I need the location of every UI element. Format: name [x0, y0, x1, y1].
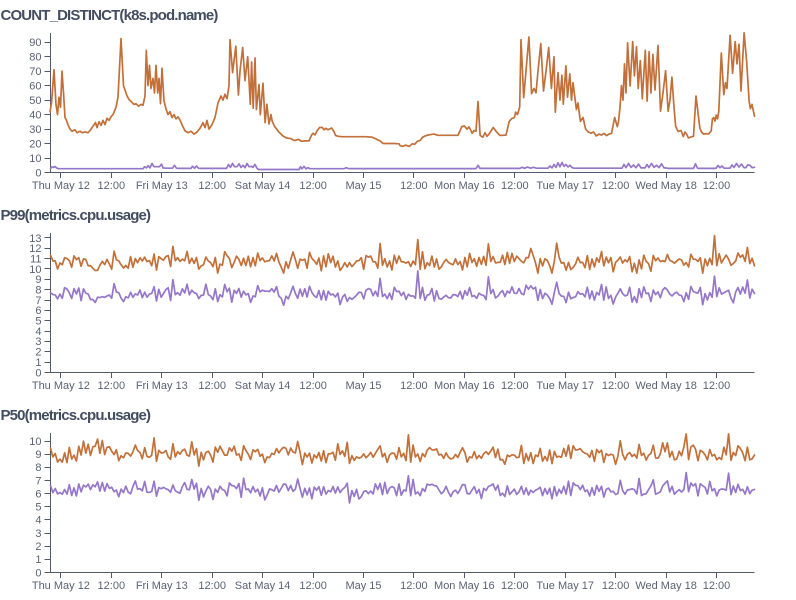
svg-text:0: 0 — [35, 567, 41, 579]
svg-text:12:00: 12:00 — [98, 180, 126, 192]
svg-text:May 15: May 15 — [345, 380, 381, 392]
svg-text:4: 4 — [35, 515, 41, 527]
svg-text:1: 1 — [35, 554, 41, 566]
svg-text:12:00: 12:00 — [501, 580, 529, 592]
svg-text:11: 11 — [30, 254, 41, 266]
svg-text:0: 0 — [35, 367, 41, 379]
svg-text:30: 30 — [29, 124, 41, 136]
svg-text:12:00: 12:00 — [501, 380, 529, 392]
svg-text:Thu May 12: Thu May 12 — [32, 380, 90, 392]
svg-text:12: 12 — [29, 243, 41, 255]
svg-text:5: 5 — [35, 502, 41, 514]
svg-text:12:00: 12:00 — [299, 580, 327, 592]
svg-text:2: 2 — [35, 541, 41, 553]
svg-text:12:00: 12:00 — [602, 180, 630, 192]
svg-text:8: 8 — [35, 285, 41, 297]
svg-text:Fri May 13: Fri May 13 — [136, 380, 188, 392]
svg-text:Thu May 12: Thu May 12 — [32, 580, 90, 592]
svg-text:Tue May 17: Tue May 17 — [536, 580, 594, 592]
svg-text:20: 20 — [29, 138, 41, 150]
svg-text:Mon May 16: Mon May 16 — [434, 180, 495, 192]
svg-text:8: 8 — [35, 462, 41, 474]
svg-text:10: 10 — [29, 264, 41, 276]
svg-text:12:00: 12:00 — [299, 380, 327, 392]
svg-text:Mon May 16: Mon May 16 — [434, 580, 495, 592]
svg-text:10: 10 — [29, 436, 41, 448]
svg-text:70: 70 — [29, 66, 41, 78]
svg-text:2: 2 — [35, 347, 41, 359]
svg-text:13: 13 — [29, 233, 41, 245]
svg-text:Sat May 14: Sat May 14 — [235, 180, 291, 192]
svg-text:12:00: 12:00 — [703, 380, 731, 392]
svg-text:12:00: 12:00 — [602, 380, 630, 392]
svg-text:3: 3 — [35, 528, 41, 540]
svg-text:3: 3 — [35, 336, 41, 348]
svg-text:Wed May 18: Wed May 18 — [635, 580, 697, 592]
svg-text:12:00: 12:00 — [400, 180, 428, 192]
svg-text:9: 9 — [35, 449, 41, 461]
svg-text:12:00: 12:00 — [98, 380, 126, 392]
svg-text:May 15: May 15 — [345, 180, 381, 192]
svg-text:12:00: 12:00 — [703, 180, 731, 192]
svg-text:Sat May 14: Sat May 14 — [235, 380, 291, 392]
svg-text:12:00: 12:00 — [703, 580, 731, 592]
svg-text:12:00: 12:00 — [98, 580, 126, 592]
svg-text:12:00: 12:00 — [501, 180, 529, 192]
svg-text:10: 10 — [29, 153, 41, 165]
svg-text:Wed May 18: Wed May 18 — [635, 180, 697, 192]
svg-text:7: 7 — [35, 475, 41, 487]
svg-text:12:00: 12:00 — [602, 580, 630, 592]
svg-text:60: 60 — [29, 80, 41, 92]
svg-text:80: 80 — [29, 52, 41, 64]
svg-text:May 15: May 15 — [345, 580, 381, 592]
svg-text:Wed May 18: Wed May 18 — [635, 380, 697, 392]
svg-text:1: 1 — [35, 357, 41, 369]
svg-text:Thu May 12: Thu May 12 — [32, 180, 90, 192]
svg-text:12:00: 12:00 — [400, 580, 428, 592]
svg-text:40: 40 — [29, 109, 41, 121]
svg-text:Fri May 13: Fri May 13 — [136, 580, 188, 592]
svg-text:12:00: 12:00 — [198, 180, 226, 192]
svg-text:4: 4 — [35, 326, 41, 338]
svg-text:5: 5 — [35, 316, 41, 328]
svg-text:Tue May 17: Tue May 17 — [536, 380, 594, 392]
svg-text:6: 6 — [35, 305, 41, 317]
svg-text:6: 6 — [35, 489, 41, 501]
svg-text:12:00: 12:00 — [198, 580, 226, 592]
svg-text:Mon May 16: Mon May 16 — [434, 380, 495, 392]
svg-text:50: 50 — [29, 95, 41, 107]
svg-text:7: 7 — [35, 295, 41, 307]
svg-text:12:00: 12:00 — [198, 380, 226, 392]
svg-text:90: 90 — [29, 37, 41, 49]
svg-text:Fri May 13: Fri May 13 — [136, 180, 188, 192]
svg-text:9: 9 — [35, 274, 41, 286]
svg-text:0: 0 — [35, 167, 41, 179]
svg-text:12:00: 12:00 — [400, 380, 428, 392]
svg-text:Tue May 17: Tue May 17 — [536, 180, 594, 192]
svg-text:12:00: 12:00 — [299, 180, 327, 192]
svg-text:Sat May 14: Sat May 14 — [235, 580, 291, 592]
